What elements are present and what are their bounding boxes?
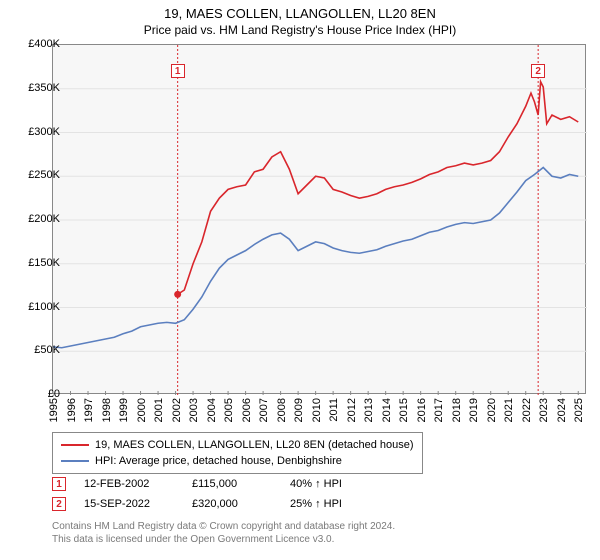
sale-price: £320,000 (192, 498, 272, 510)
legend-label: HPI: Average price, detached house, Denb… (95, 455, 342, 467)
sale-marker-2: 2 (531, 64, 545, 78)
footer-attribution: Contains HM Land Registry data © Crown c… (52, 520, 395, 546)
x-tick-label: 2014 (381, 398, 393, 422)
chart-subtitle: Price paid vs. HM Land Registry's House … (0, 21, 600, 41)
legend-swatch (61, 444, 89, 446)
y-tick-label: £150K (10, 257, 60, 269)
x-tick-label: 2022 (521, 398, 533, 422)
plot-area: 12 (52, 44, 586, 394)
series-hpi (53, 168, 578, 348)
y-tick-label: £250K (10, 169, 60, 181)
x-tick-label: 2024 (556, 398, 568, 422)
x-tick-label: 2018 (451, 398, 463, 422)
legend: 19, MAES COLLEN, LLANGOLLEN, LL20 8EN (d… (52, 432, 423, 474)
x-tick-label: 2003 (188, 398, 200, 422)
x-tick-label: 2010 (311, 398, 323, 422)
legend-row: 19, MAES COLLEN, LLANGOLLEN, LL20 8EN (d… (61, 437, 414, 453)
x-tick-label: 2013 (363, 398, 375, 422)
sale-row: 1 12-FEB-2002 £115,000 40% ↑ HPI (52, 474, 390, 494)
sale-marker-1: 1 (171, 64, 185, 78)
x-tick-label: 1996 (66, 398, 78, 422)
x-tick-label: 2011 (328, 398, 340, 422)
sale-date: 12-FEB-2002 (84, 478, 174, 490)
sale-row: 2 15-SEP-2022 £320,000 25% ↑ HPI (52, 494, 390, 514)
y-tick-label: £50K (10, 344, 60, 356)
x-tick-label: 2012 (346, 398, 358, 422)
y-tick-label: £350K (10, 82, 60, 94)
x-tick-label: 1999 (118, 398, 130, 422)
sale-marker-num: 1 (52, 477, 66, 491)
x-tick-label: 2015 (398, 398, 410, 422)
legend-label: 19, MAES COLLEN, LLANGOLLEN, LL20 8EN (d… (95, 439, 414, 451)
footer-line-2: This data is licensed under the Open Gov… (52, 533, 395, 546)
y-tick-label: £100K (10, 301, 60, 313)
sale-delta: 25% ↑ HPI (290, 498, 390, 510)
x-tick-label: 2025 (573, 398, 585, 422)
y-tick-label: £300K (10, 126, 60, 138)
x-tick-label: 2007 (258, 398, 270, 422)
x-tick-label: 1995 (48, 398, 60, 422)
legend-row: HPI: Average price, detached house, Denb… (61, 453, 414, 469)
x-tick-label: 2008 (276, 398, 288, 422)
sale-point-1 (174, 291, 181, 298)
x-tick-label: 1998 (101, 398, 113, 422)
legend-swatch (61, 460, 89, 462)
chart-title: 19, MAES COLLEN, LLANGOLLEN, LL20 8EN (0, 0, 600, 21)
x-tick-label: 2002 (171, 398, 183, 422)
sale-price: £115,000 (192, 478, 272, 490)
x-tick-label: 2021 (503, 398, 515, 422)
sales-table: 1 12-FEB-2002 £115,000 40% ↑ HPI 2 15-SEP-202… (52, 474, 390, 514)
x-tick-label: 2006 (241, 398, 253, 422)
x-tick-label: 2016 (416, 398, 428, 422)
x-tick-label: 1997 (83, 398, 95, 422)
sale-delta: 40% ↑ HPI (290, 478, 390, 490)
sale-marker-num: 2 (52, 497, 66, 511)
x-tick-label: 2005 (223, 398, 235, 422)
x-tick-label: 2017 (433, 398, 445, 422)
plot-svg (53, 45, 587, 395)
x-tick-label: 2000 (136, 398, 148, 422)
chart-container: 19, MAES COLLEN, LLANGOLLEN, LL20 8EN Pr… (0, 0, 600, 560)
y-tick-label: £200K (10, 213, 60, 225)
x-tick-label: 2019 (468, 398, 480, 422)
sale-date: 15-SEP-2022 (84, 498, 174, 510)
x-tick-label: 2001 (153, 398, 165, 422)
footer-line-1: Contains HM Land Registry data © Crown c… (52, 520, 395, 533)
x-tick-label: 2020 (486, 398, 498, 422)
y-tick-label: £400K (10, 38, 60, 50)
x-tick-label: 2023 (538, 398, 550, 422)
x-tick-label: 2004 (206, 398, 218, 422)
x-tick-label: 2009 (293, 398, 305, 422)
series-price_paid (178, 82, 579, 295)
